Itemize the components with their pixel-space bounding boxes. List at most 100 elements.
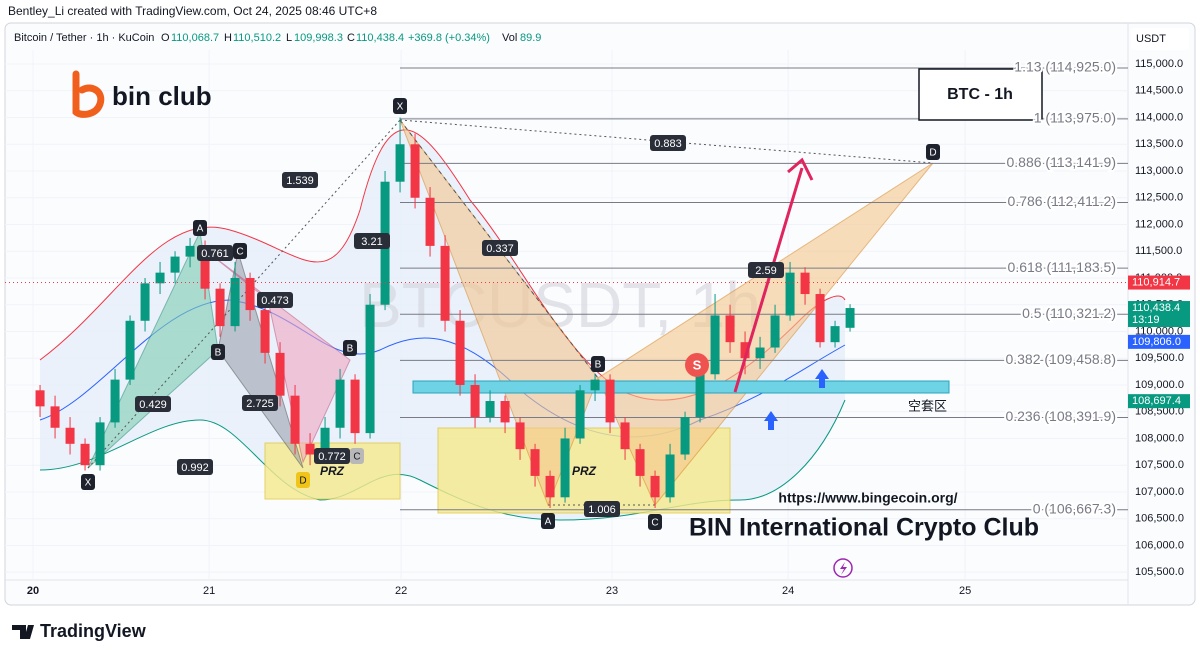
pattern-point-label: X [85,478,92,489]
candle-body [815,294,825,343]
candle-body [770,315,780,348]
candle-body [740,342,750,359]
symbol: Bitcoin / Tether · 1h · KuCoin [14,32,154,44]
candle-body [590,379,600,391]
ratio-label: 2.725 [246,398,274,410]
ratio-box [177,459,213,475]
candle-body [95,422,105,466]
y-tick-label: 108,500.0 [1135,406,1184,418]
price-tag-sub: 13:19 [1132,314,1160,326]
candle-body [185,245,195,257]
pattern-point-box [233,243,247,259]
ohlc-value: 109,998.3 [294,32,343,44]
ohlc-key: O [161,32,170,44]
candle-body [575,390,585,439]
ratio-box [242,395,278,411]
pattern-point-box [211,344,225,360]
candle-body [80,443,90,466]
x-tick-label: 22 [395,585,407,597]
candle-body [515,422,525,450]
url: https://www.bingecoin.org/ [778,490,957,506]
candle-body [605,379,615,423]
candle-body [335,379,345,428]
price-tag [1128,275,1190,290]
footer-brand: TradingView [40,621,147,641]
fib-label: 1 (113,975.0) [1034,110,1116,126]
ratio-label: 0.883 [654,138,682,150]
candle-body [545,475,555,498]
fib-label: 1.13 (114,925.0) [1014,59,1116,75]
ratio-box [354,233,390,249]
tv-logo-mark [12,625,34,639]
ratio-box [282,172,318,188]
fib-label: 0.382 (109,458.8) [1005,351,1116,367]
ratio-label: 1.006 [588,504,616,516]
alert-bolt [840,562,847,575]
pattern-point-box [193,220,207,236]
pattern-point-label: C [651,518,658,529]
candle-body [710,315,720,375]
pattern-point-label: X [397,102,404,113]
candle-body [725,315,735,343]
y-tick-label: 111,500.0 [1135,245,1182,257]
fib-label: 0.5 (110,321.2) [1022,305,1116,321]
pattern-point-box [591,356,605,372]
pattern-point-label: B [215,348,222,359]
pattern-point-label: A [545,517,552,528]
pattern-point-label: B [595,360,602,371]
y-tick-label: 105,500.0 [1135,566,1184,578]
candle-body [155,272,165,284]
candle-body [200,245,210,289]
pattern-point-box [926,144,940,160]
candle-body [695,374,705,418]
ohlc-value: 110,510.2 [233,32,281,44]
candle-body [440,245,450,321]
candle-body [410,144,420,198]
candle-body [755,347,765,359]
change: +369.8 (+0.34%) [408,32,490,44]
alert-icon [833,558,853,578]
candle-body [365,304,375,434]
y-tick-label: 112,500.0 [1135,192,1183,204]
price-tag-text: 110,914.7 [1132,276,1180,288]
candle-body [245,277,255,311]
candle-body [635,449,645,476]
candle-body [785,272,795,316]
pattern-point-label: B [347,344,354,355]
x-tick-label: 20 [27,585,39,597]
candle-body [485,401,495,418]
ratio-box [197,245,233,261]
pattern-point-label: C [353,452,360,463]
candle-body [470,384,480,418]
x-tick-label: 21 [203,585,215,597]
pattern-point-box [350,448,364,464]
vol-value: 89.9 [520,32,541,44]
candle-body [50,406,60,428]
price-tag-text: 109,806.0 [1132,336,1181,348]
currency: USDT [1136,33,1166,45]
y-tick-label: 112,000.0 [1135,218,1183,230]
club-name: BIN International Crypto Club [689,514,1039,542]
ratio-box [748,262,784,278]
ratio-box [482,240,518,256]
candle-body [830,326,840,343]
fib-label: 0.236 (108,391.9) [1005,408,1116,424]
signal-text: S [693,357,702,372]
title-box-text: BTC - 1h [947,86,1013,103]
y-tick-label: 107,000.0 [1135,486,1184,498]
candle-body [425,197,435,246]
ratio-label: 3.21 [361,236,382,248]
ratio-box [314,448,350,464]
y-tick-label: 114,000.0 [1135,111,1183,123]
pattern-point-box [81,474,95,490]
short-zone-label: 空套区 [908,398,947,413]
pattern-dotted [399,119,934,164]
title-box [918,68,1043,121]
candle-body [140,283,150,321]
ratio-label: 0.761 [201,248,229,260]
candle-body [665,454,675,498]
ratio-label: 2.59 [755,265,776,277]
credit: Bentley_Li created with TradingView.com,… [8,4,377,18]
